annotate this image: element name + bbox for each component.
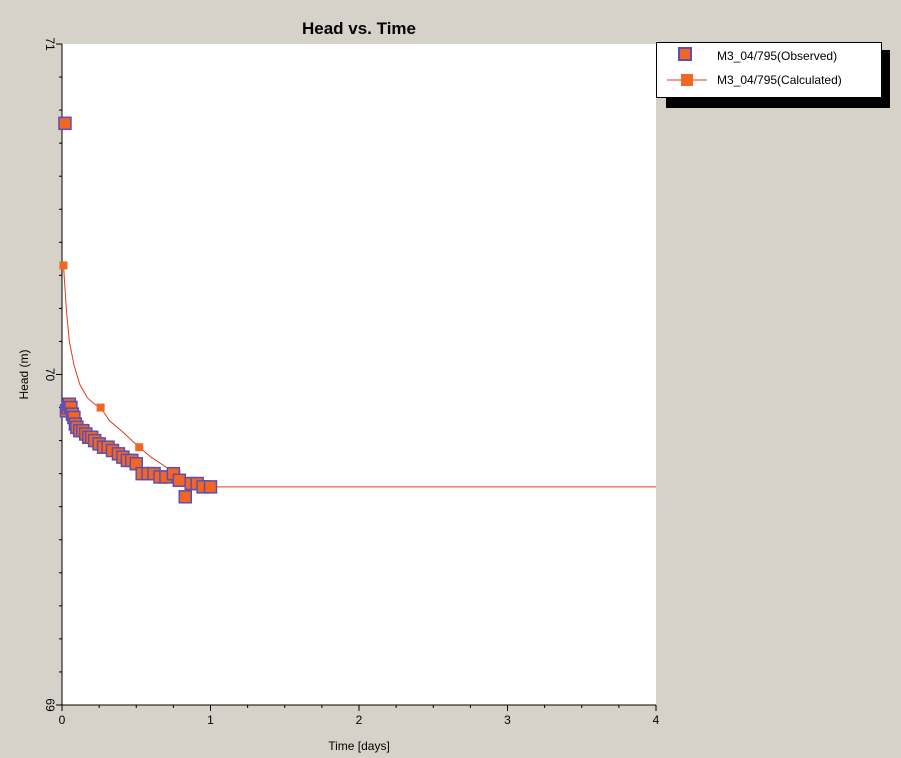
observed-point	[58, 116, 72, 131]
calculated-line-marker-icon	[667, 74, 707, 86]
y-tick-label: 71	[43, 37, 57, 51]
observed-point	[178, 490, 193, 504]
y-tick-label: 69	[43, 698, 57, 712]
x-tick-label: 1	[207, 713, 214, 727]
tick-labels: 0 1 2 3 4 69 70 71	[43, 37, 660, 727]
legend: M3_04/795(Observed) M3_04/795(Calculated…	[656, 42, 882, 98]
observed-marker-icon	[678, 47, 692, 61]
calculated-line	[63, 265, 656, 488]
calculated-point	[59, 261, 68, 270]
x-tick-label: 4	[653, 713, 660, 727]
legend-label-observed: M3_04/795(Observed)	[717, 49, 838, 63]
chart-title: Head vs. Time	[302, 19, 416, 38]
series-observed	[58, 116, 218, 504]
observed-point	[203, 480, 218, 494]
legend-label-calculated: M3_04/795(Calculated)	[717, 73, 842, 87]
y-axis-label: Head (m)	[17, 349, 31, 399]
observed-point	[172, 473, 187, 488]
calculated-point	[96, 403, 105, 412]
plot-area	[62, 44, 656, 705]
x-axis-label: Time [days]	[328, 739, 390, 753]
x-tick-label: 0	[59, 713, 66, 727]
x-tick-label: 2	[356, 713, 363, 727]
legend-item-calculated: M3_04/795(Calculated)	[657, 71, 883, 93]
legend-item-observed: M3_04/795(Observed)	[657, 47, 883, 69]
y-tick-label: 70	[43, 368, 57, 382]
x-tick-label: 3	[504, 713, 511, 727]
calculated-point	[135, 443, 144, 452]
tick-marks	[56, 43, 657, 711]
